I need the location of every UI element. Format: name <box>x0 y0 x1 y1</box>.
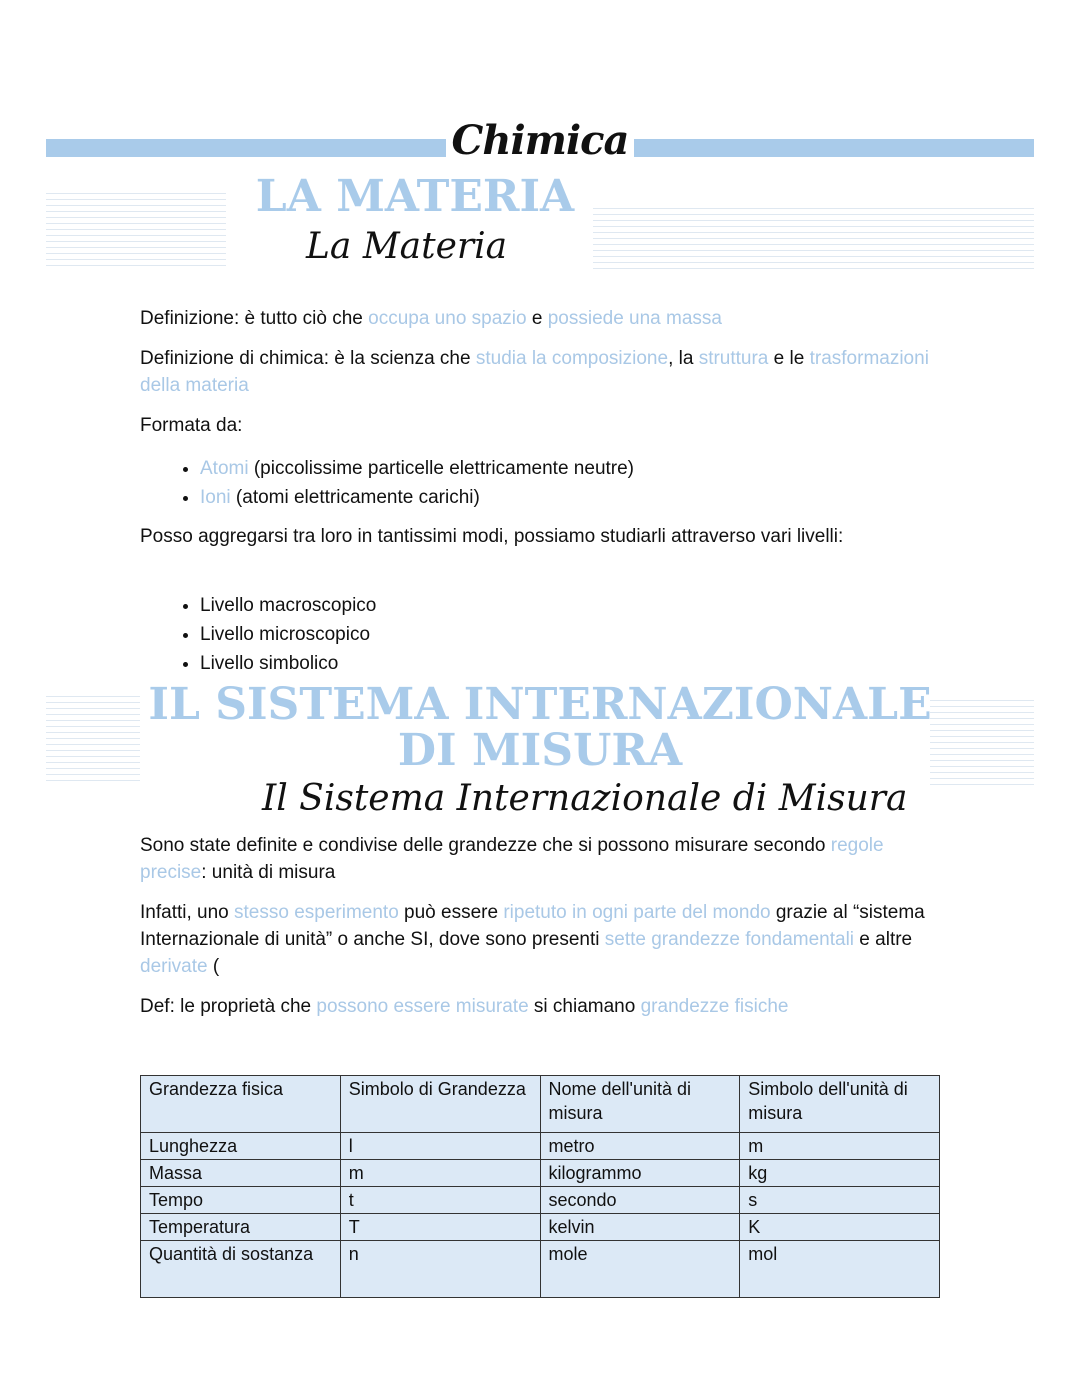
text: ( <box>207 956 220 977</box>
section-watermark: LA MATERIA <box>255 171 575 222</box>
table-cell: l <box>339 1132 541 1160</box>
table-cell: Quantità di sostanza <box>140 1240 341 1298</box>
text: (piccolissime particelle elettricamente … <box>248 458 635 479</box>
units-table: Grandezza fisica Simbolo di Grandezza Nome… <box>140 1075 940 1298</box>
table-row: Lunghezza l metro m <box>140 1132 940 1160</box>
text: , la <box>668 348 699 369</box>
table-row: Quantità di sostanza n mole mol <box>140 1240 940 1298</box>
text: Livello macroscopico <box>200 595 377 616</box>
table-cell: mol <box>739 1240 940 1298</box>
paragraph: Definizione di chimica: è la scienza che… <box>140 345 940 399</box>
text: e altre <box>854 929 913 950</box>
highlighted-text: regole precise <box>140 835 884 883</box>
table-cell: T <box>339 1213 541 1241</box>
table-cell: m <box>339 1159 541 1187</box>
table-header-row: Grandezza fisica Simbolo di Grandezza Nome… <box>140 1075 940 1133</box>
text: Definizione: è tutto ciò che <box>140 308 369 329</box>
watermark-line: IL SISTEMA INTERNAZIONALE <box>148 679 932 730</box>
list-item: Livello simbolico <box>200 649 376 678</box>
table-cell: Nome dell'unità di misura <box>539 1075 741 1133</box>
decorative-stripes <box>46 696 140 782</box>
table-cell: mole <box>539 1240 741 1298</box>
list-item: Atomi (piccolissime particelle elettrica… <box>200 454 634 483</box>
highlighted-text: possiede una massa <box>547 308 722 329</box>
table-cell: t <box>339 1186 541 1214</box>
highlighted-text: trasformazioni della materia <box>140 348 929 396</box>
section-heading: La Materia <box>306 226 508 267</box>
table-cell: kilogrammo <box>539 1159 741 1187</box>
highlighted-text: studia la composizione <box>475 348 669 369</box>
text: Sono state definite e condivise delle gr… <box>140 835 831 856</box>
decorative-stripes <box>46 193 226 270</box>
text: può essere <box>398 902 504 923</box>
table-cell: Lunghezza <box>140 1132 341 1160</box>
paragraph: Formata da: <box>140 412 940 439</box>
text: Infatti, uno <box>140 902 235 923</box>
highlighted-text: Atomi <box>200 458 249 479</box>
text: : unità di misura <box>201 862 336 883</box>
text: Posso aggregarsi tra loro in tantissimi … <box>140 526 844 547</box>
table-cell: Temperatura <box>140 1213 341 1241</box>
table-cell: metro <box>539 1132 741 1160</box>
highlighted-text: sette grandezze fondamentali <box>604 929 855 950</box>
table-row: Tempo t secondo s <box>140 1186 940 1214</box>
table-row: Massa m kilogrammo kg <box>140 1159 940 1187</box>
highlighted-text: stesso esperimento <box>234 902 399 923</box>
page-title-wrap: Chimica <box>0 117 1080 173</box>
list-item: Livello macroscopico <box>200 591 376 620</box>
table-cell: Simbolo dell'unità di misura <box>739 1075 940 1133</box>
paragraph: Posso aggregarsi tra loro in tantissimi … <box>140 523 940 550</box>
text: e <box>526 308 548 329</box>
highlighted-text: Ioni <box>200 487 231 508</box>
text: Def: le proprietà che <box>140 996 317 1017</box>
paragraph: Sono state definite e condivise delle gr… <box>140 832 940 886</box>
table-cell: kg <box>739 1159 940 1187</box>
table-cell: Tempo <box>140 1186 341 1214</box>
highlighted-text: grandezze fisiche <box>640 996 789 1017</box>
table-cell: n <box>339 1240 541 1298</box>
text: (atomi elettricamente carichi) <box>230 487 480 508</box>
table-cell: kelvin <box>539 1213 741 1241</box>
table-cell: m <box>739 1132 940 1160</box>
bullet-list: Livello macroscopico Livello microscopico… <box>140 591 376 678</box>
paragraph: Infatti, uno stesso esperimento può esse… <box>140 899 940 980</box>
table-cell: Massa <box>140 1159 341 1187</box>
text: Definizione di chimica: è la scienza che <box>140 348 476 369</box>
page-title: Chimica <box>445 117 635 164</box>
text: e le <box>768 348 810 369</box>
paragraph: Def: le proprietà che possono essere mis… <box>140 993 940 1020</box>
highlighted-text: derivate <box>140 956 208 977</box>
text: Formata da: <box>140 415 243 436</box>
highlighted-text: occupa uno spazio <box>368 308 527 329</box>
text: si chiamano <box>528 996 641 1017</box>
decorative-stripes <box>930 700 1034 786</box>
watermark-line: DI MISURA <box>397 725 683 776</box>
text: grazie al “sistema Internazionale di uni… <box>140 902 925 950</box>
highlighted-text: ripetuto in ogni parte del mondo <box>503 902 771 923</box>
bullet-list: Atomi (piccolissime particelle elettrica… <box>140 454 634 512</box>
decorative-stripes <box>593 208 1034 270</box>
section-watermark: IL SISTEMA INTERNAZIONALE DI MISURA <box>90 682 990 774</box>
list-item: Livello microscopico <box>200 620 376 649</box>
table-cell: secondo <box>539 1186 741 1214</box>
paragraph: Definizione: è tutto ciò che occupa uno … <box>140 305 940 332</box>
table-cell: Grandezza fisica <box>140 1075 341 1133</box>
table-cell: Simbolo di Grandezza <box>339 1075 541 1133</box>
list-item: Ioni (atomi elettricamente carichi) <box>200 483 634 512</box>
highlighted-text: possono essere misurate <box>316 996 529 1017</box>
table-cell: K <box>739 1213 940 1241</box>
section-heading: Il Sistema Internazionale di Misura <box>262 778 908 819</box>
table-cell: s <box>739 1186 940 1214</box>
highlighted-text: struttura <box>698 348 769 369</box>
text: Livello simbolico <box>200 653 339 674</box>
text: Livello microscopico <box>200 624 371 645</box>
